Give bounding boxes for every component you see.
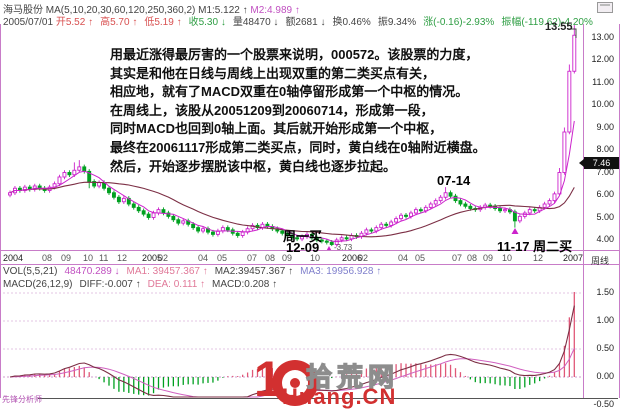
annotation-line: 最终在20061117形成第二类买点，同时，黄白线在0轴附近横盘。 bbox=[110, 139, 486, 155]
time-axis-label: 02 bbox=[358, 253, 369, 263]
quote-date: 2005/07/01 bbox=[3, 17, 54, 28]
time-axis-label: 10 bbox=[310, 253, 321, 263]
time-axis-label: 08 bbox=[265, 253, 276, 263]
quote-field: 开5.52 ↑ bbox=[55, 17, 94, 28]
time-axis-label: 05 bbox=[415, 253, 426, 263]
macd-axis-label: 0.50 bbox=[596, 343, 614, 353]
m1-value: M1:5.122 ↑ bbox=[198, 5, 248, 16]
quote-field: 涨(-0.16)-2.93% bbox=[423, 17, 495, 28]
candlestick-chart[interactable] bbox=[3, 24, 581, 250]
time-axis-label: 08 bbox=[467, 253, 478, 263]
buy1-date-label: 12-09 bbox=[286, 240, 320, 255]
quote-field: 低5.19 ↑ bbox=[144, 17, 182, 28]
current-price-tag: 7.46 bbox=[579, 157, 619, 169]
price-axis-label: 9.00 bbox=[596, 121, 614, 132]
quote-fields: 开5.52 ↑ 高5.70 ↑ 低5.19 ↑ 收5.30 ↓ 量48470 ↓ 额268… bbox=[56, 17, 600, 28]
time-axis-label: 09 bbox=[483, 253, 494, 263]
quote-field: 额2681 ↓ bbox=[285, 17, 326, 28]
macd-field: DEA: 0.111 ↑ bbox=[147, 279, 206, 290]
price-axis-label: 5.00 bbox=[596, 211, 614, 222]
macd-info-row: MACD(26,12,9) DIFF:-0.007 ↑ DEA: 0.111 ↑ MA… bbox=[3, 279, 284, 290]
price-axis-label: 6.00 bbox=[596, 189, 614, 199]
price-axis-label: 12.00 bbox=[591, 54, 614, 64]
price-axis-label: 4.00 bbox=[596, 234, 614, 244]
quote-field: 振幅(-119.62)-4.20% bbox=[501, 17, 593, 28]
time-axis-bottom-line bbox=[0, 264, 620, 265]
macd-field: DIFF:-0.007 ↑ bbox=[79, 279, 141, 290]
macd-axis-label: 1.50 bbox=[596, 287, 614, 297]
buy2-label: 11-17 周二买 bbox=[497, 239, 573, 254]
time-axis-label: 10 bbox=[502, 253, 513, 263]
time-axis-label: 02 bbox=[158, 253, 169, 263]
price-axis-label: 13.00 bbox=[591, 31, 614, 42]
time-axis-label: 05 bbox=[217, 253, 228, 263]
axis-separator bbox=[583, 24, 584, 398]
annotation-line: 用最近涨得最厉害的一个股票来说明，000572。该股票的力度， bbox=[110, 47, 479, 62]
volume-info-row: VOL(5,5,21) 48470.289 ↓ MA1: 39457.367 ↑ MA… bbox=[3, 266, 388, 277]
footer-divider bbox=[38, 398, 618, 399]
time-axis-label: 07 bbox=[452, 253, 463, 263]
time-axis-label: 11 bbox=[99, 253, 109, 263]
time-axis-label: 09 bbox=[61, 253, 72, 263]
price-pane-bottom-line bbox=[0, 250, 620, 251]
window-restore-icon[interactable] bbox=[597, 2, 613, 13]
time-axis-label: 04 bbox=[198, 253, 209, 263]
time-axis-label: 07 bbox=[247, 253, 258, 263]
time-axis-label: 09 bbox=[282, 253, 293, 263]
quote-field: 收5.30 ↓ bbox=[188, 17, 226, 28]
annotation-line: 然后，开始逐步摆脱该中枢，黄白线也逐步拉起。 bbox=[110, 158, 397, 174]
annotation-line: 其实是和他在日线与周线上出现双重的第二类买点有关， bbox=[110, 65, 436, 81]
watermark-domain: Huang.CN bbox=[282, 384, 397, 409]
quote-field: 高5.70 ↑ bbox=[100, 17, 138, 28]
vol-field: MA3: 19956.928 ↑ bbox=[300, 266, 382, 277]
time-axis-label: 2007 bbox=[563, 253, 584, 263]
stock-name: 海马股份 bbox=[3, 5, 43, 16]
quote-field: 振9.34% bbox=[377, 17, 417, 28]
vol-field: MA2:39457.367 ↑ bbox=[214, 266, 294, 277]
watermark-gear-icon bbox=[272, 360, 318, 406]
price-axis-label: 8.00 bbox=[596, 144, 614, 154]
vol-field: MA1: 39457.367 ↑ bbox=[126, 266, 208, 277]
watermark-site-name: 拾荒网 bbox=[305, 361, 400, 392]
period-label: 周线 bbox=[591, 256, 610, 266]
vol-field: 48470.289 ↓ bbox=[64, 266, 120, 277]
price-axis-label: 10.00 bbox=[591, 99, 614, 109]
segment-end-label: 07-14 bbox=[437, 173, 471, 188]
time-axis-label: 12 bbox=[533, 253, 544, 263]
low-value-label: -3.73 bbox=[334, 243, 353, 252]
macd-axis-label: -0.50 bbox=[593, 399, 614, 409]
macd-field: MACD(26,12,9) bbox=[3, 279, 73, 290]
buy1-label: 周一买 bbox=[283, 229, 323, 244]
high-price-label: 13.55 bbox=[545, 21, 573, 33]
price-axis-label: 7.00 bbox=[596, 166, 614, 177]
header-line1: 海马股份 MA(5,10,20,30,60,120,250,360,2) M1:… bbox=[3, 1, 300, 16]
left-border bbox=[0, 24, 1, 398]
time-axis-label: 2004 bbox=[3, 253, 24, 263]
time-axis-label: 2005 bbox=[142, 253, 163, 263]
macd-axis-label: 1.00 bbox=[596, 315, 614, 325]
m2-value: M2:4.989 ↑ bbox=[250, 5, 300, 16]
time-axis-label: 10 bbox=[83, 253, 94, 263]
annotation-text: 用最近涨得最厉害的一个股票来说明，000572。该股票的力度， 其实是和他在日线… bbox=[110, 46, 486, 176]
annotation-line: 同时MACD也回到0轴上面。其后就开始形成第一个中枢， bbox=[110, 121, 443, 137]
quote-field: 换0.46% bbox=[332, 17, 371, 28]
footer-tab[interactable]: 先锋分析师 bbox=[2, 395, 42, 404]
price-axis-label: 11.00 bbox=[592, 76, 614, 87]
macd-field: MACD:0.208 ↑ bbox=[212, 279, 278, 290]
annotation-line: 相应地，就有了MACD双重在0轴停留形成第一个中枢的情况。 bbox=[110, 84, 469, 100]
header-line2: 2005/07/01 开5.52 ↑ 高5.70 ↑ 低5.19 ↑ 收5.30 ↓ 量… bbox=[3, 13, 600, 28]
annotation-line: 在周线上，该股从20051209到20060714，形成第一段， bbox=[110, 102, 434, 118]
time-axis-label: 04 bbox=[398, 253, 409, 263]
ma-settings: MA(5,10,20,30,60,120,250,360,2) bbox=[45, 5, 196, 16]
time-axis-label: 2006 bbox=[342, 253, 363, 263]
macd-axis-label: 0.00 bbox=[596, 371, 614, 381]
quote-field: 量48470 ↓ bbox=[232, 17, 279, 28]
right-border bbox=[619, 24, 620, 398]
vol-field: VOL(5,5,21) bbox=[3, 266, 58, 277]
time-axis-label: 08 bbox=[42, 253, 53, 263]
time-axis-label: 12 bbox=[117, 253, 128, 263]
